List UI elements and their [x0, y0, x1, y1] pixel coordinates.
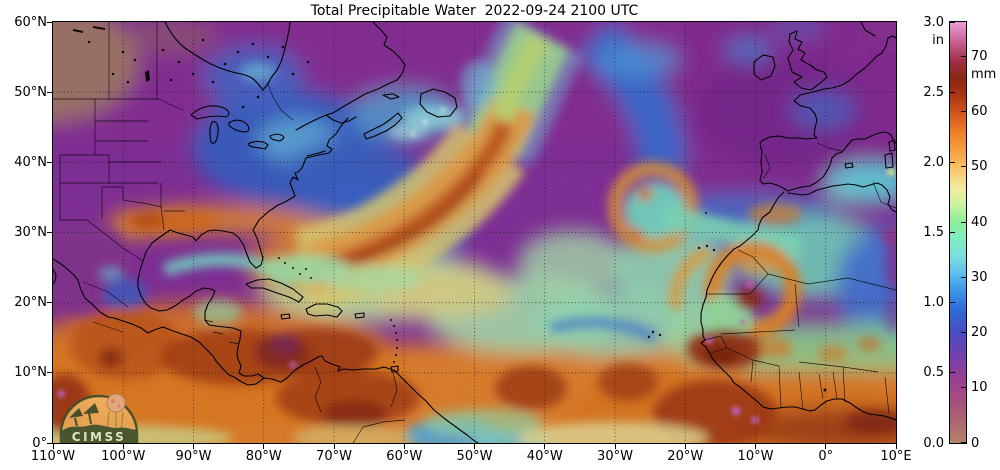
lon-tick-label: 60°W	[386, 449, 423, 464]
lon-tick-label: 90°W	[175, 449, 212, 464]
colorbar-in-label: 1.0	[923, 295, 944, 311]
colorbar-mm-tick	[961, 276, 966, 278]
lon-tick-label: 10°W	[737, 449, 774, 464]
colorbar-mm-tick	[961, 221, 966, 223]
lon-tick-label: 50°W	[456, 449, 493, 464]
lon-tick	[825, 444, 827, 449]
lon-tick-label: 100°W	[101, 449, 146, 464]
colorbar-in-label: 2.5	[923, 84, 944, 100]
lat-tick	[47, 21, 52, 23]
lon-tick	[755, 444, 756, 449]
lon-tick	[52, 444, 54, 449]
lon-tick	[895, 444, 897, 449]
logo-dish-icon	[69, 408, 83, 418]
lon-tick	[122, 444, 124, 449]
colorbar-unit-mm: mm	[971, 67, 997, 83]
lat-tick	[47, 302, 52, 304]
colorbar-in-tick	[950, 22, 955, 23]
colorbar-mm-label: 60	[971, 104, 988, 119]
colorbar-in-label: 2.0	[923, 154, 944, 170]
colorbar-in-label: 1.5	[923, 225, 944, 240]
lon-tick-label: 40°W	[526, 449, 563, 464]
colorbar-mm-tick	[961, 166, 966, 168]
lon-tick	[263, 444, 265, 449]
lon-tick-label: 20°W	[667, 449, 704, 464]
cimss-logo: CIMSS	[59, 393, 139, 443]
colorbar-in-tick	[950, 442, 955, 444]
colorbar-mm-label: 30	[971, 269, 988, 285]
coastlines	[53, 22, 896, 443]
logo-moon	[106, 393, 126, 413]
lon-tick-label: 0°	[818, 449, 834, 464]
logo-dish-icon	[83, 403, 99, 414]
lon-tick-label: 10°E	[880, 449, 912, 464]
map-area: CIMSS	[52, 21, 897, 444]
colorbar-in-label: 3.0	[923, 14, 944, 30]
lon-tick	[193, 444, 194, 449]
lat-tick-label: 30°N	[14, 225, 47, 240]
colorbar-in-tick	[950, 372, 955, 374]
lon-tick	[544, 444, 546, 449]
colorbar-unit-in: in	[932, 33, 944, 48]
colorbar-mm-tick	[961, 111, 966, 112]
colorbar-mm-label: 70	[971, 48, 988, 64]
colorbar-mm-tick	[961, 442, 966, 443]
colorbar-in-label: 0.0	[923, 435, 944, 451]
lon-tick-label: 80°W	[245, 449, 282, 464]
lat-tick-label: 10°N	[14, 365, 47, 381]
colorbar-in-tick	[950, 91, 955, 93]
lat-tick-label: 0°	[32, 435, 47, 451]
colorbar-mm-tick	[961, 55, 966, 57]
tpw-field-svg: CIMSS	[53, 22, 896, 443]
lon-tick	[333, 444, 335, 449]
lat-tick-label: 60°N	[14, 14, 47, 30]
lon-tick	[403, 444, 405, 449]
colorbar-mm-tick	[961, 387, 966, 389]
political-borders	[53, 22, 896, 443]
colorbar-in-label: 0.5	[923, 365, 944, 381]
colorbar-in-tick	[950, 232, 955, 233]
colorbar-mm-label: 40	[971, 214, 988, 230]
lon-tick-label: 110°W	[30, 449, 76, 464]
colorbar-mm-label: 0	[971, 435, 980, 451]
colorbar-in-tick	[950, 161, 955, 163]
lat-tick	[47, 442, 52, 444]
lat-tick-label: 40°N	[14, 154, 47, 170]
lon-tick-label: 30°W	[597, 449, 633, 464]
lon-tick-label: 70°W	[316, 449, 352, 464]
logo-text: CIMSS	[72, 430, 126, 443]
lon-tick	[614, 444, 616, 449]
lat-tick	[47, 232, 52, 233]
colorbar-mm-label: 10	[971, 380, 988, 396]
lat-tick	[47, 161, 52, 163]
lat-tick-label: 50°N	[14, 84, 47, 100]
colorbar-mm-tick	[961, 332, 966, 333]
lat-tick	[47, 372, 52, 374]
colorbar-mm-label: 50	[971, 159, 988, 175]
lon-tick	[684, 444, 686, 449]
lat-tick	[47, 91, 52, 93]
plot-title: Total Precipitable Water 2022-09-24 2100…	[310, 3, 639, 19]
colorbar-mm-label: 20	[971, 325, 988, 340]
lake-island-specks	[72, 26, 827, 392]
lon-tick	[474, 444, 475, 449]
colorbar-in-tick	[950, 302, 955, 304]
colorbar	[949, 21, 967, 444]
lat-tick-label: 20°N	[14, 295, 47, 311]
